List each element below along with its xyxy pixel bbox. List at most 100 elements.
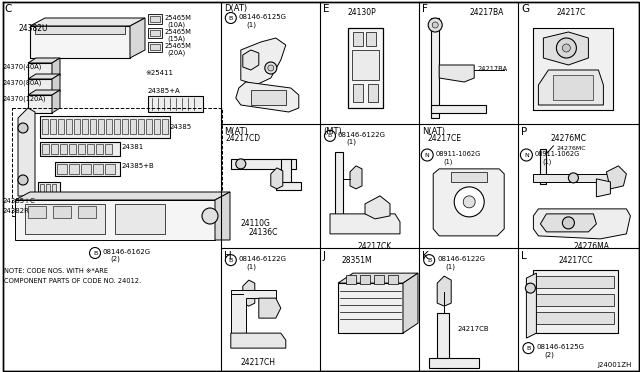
Text: B: B bbox=[328, 134, 332, 138]
Bar bbox=[96, 144, 103, 154]
Polygon shape bbox=[259, 298, 281, 318]
Bar bbox=[42, 144, 49, 154]
Bar bbox=[82, 119, 88, 134]
Text: 24217CD: 24217CD bbox=[226, 134, 261, 143]
Text: (1): (1) bbox=[543, 158, 552, 164]
Polygon shape bbox=[130, 18, 145, 58]
Text: C: C bbox=[4, 4, 12, 14]
Bar bbox=[78, 144, 85, 154]
Circle shape bbox=[265, 62, 276, 74]
Bar bbox=[231, 159, 296, 169]
Text: (MT): (MT) bbox=[323, 127, 342, 136]
Text: 24130P: 24130P bbox=[348, 8, 377, 17]
Polygon shape bbox=[526, 273, 536, 338]
Text: 24217CB: 24217CB bbox=[457, 326, 489, 332]
Text: 28351M: 28351M bbox=[342, 256, 372, 265]
Text: 08146-6122G: 08146-6122G bbox=[338, 132, 386, 138]
Text: 24382R: 24382R bbox=[3, 208, 30, 214]
Text: N: N bbox=[524, 153, 529, 157]
Bar bbox=[536, 276, 614, 288]
Text: (1): (1) bbox=[346, 139, 356, 145]
Polygon shape bbox=[437, 276, 451, 306]
Bar bbox=[40, 184, 44, 196]
Text: 25465M: 25465M bbox=[165, 29, 192, 35]
Bar bbox=[353, 32, 363, 46]
Polygon shape bbox=[330, 214, 400, 234]
Text: 24217CC: 24217CC bbox=[558, 256, 593, 265]
Bar bbox=[105, 144, 112, 154]
Bar bbox=[533, 28, 613, 110]
Bar bbox=[138, 119, 144, 134]
Circle shape bbox=[421, 149, 433, 161]
Text: COMPONENT PARTS OF CODE NO. 24012.: COMPONENT PARTS OF CODE NO. 24012. bbox=[4, 278, 141, 284]
Bar bbox=[162, 119, 168, 134]
Bar bbox=[40, 116, 170, 138]
Bar bbox=[437, 313, 449, 368]
Text: 24217BA: 24217BA bbox=[477, 66, 508, 72]
Bar bbox=[90, 119, 96, 134]
Bar bbox=[148, 96, 203, 112]
Bar bbox=[366, 32, 376, 46]
Text: 08911-1062G: 08911-1062G bbox=[435, 151, 481, 157]
Bar bbox=[69, 164, 79, 174]
Text: 24370(40A): 24370(40A) bbox=[3, 63, 42, 70]
Circle shape bbox=[568, 173, 579, 183]
Polygon shape bbox=[231, 333, 286, 348]
Bar bbox=[42, 119, 48, 134]
Polygon shape bbox=[403, 273, 418, 333]
Bar bbox=[114, 119, 120, 134]
Bar bbox=[338, 283, 403, 333]
Text: (1): (1) bbox=[247, 21, 257, 28]
Text: (1): (1) bbox=[445, 263, 455, 270]
Bar bbox=[66, 119, 72, 134]
Text: (2): (2) bbox=[545, 351, 554, 357]
Circle shape bbox=[202, 208, 218, 224]
Polygon shape bbox=[236, 82, 299, 112]
Bar bbox=[28, 95, 52, 113]
Text: 08146-6122G: 08146-6122G bbox=[437, 256, 485, 262]
Bar bbox=[360, 275, 370, 284]
Bar bbox=[554, 75, 593, 100]
Bar bbox=[55, 162, 120, 176]
Bar bbox=[53, 206, 71, 218]
Text: 08146-6125G: 08146-6125G bbox=[239, 14, 287, 20]
Bar bbox=[388, 275, 398, 284]
Bar bbox=[335, 152, 343, 222]
Bar bbox=[540, 149, 547, 184]
Text: 25465M: 25465M bbox=[165, 43, 192, 49]
Text: 24385+A: 24385+A bbox=[148, 88, 180, 94]
Text: 24276MA: 24276MA bbox=[573, 242, 609, 251]
Polygon shape bbox=[350, 166, 362, 189]
Text: 24217C: 24217C bbox=[556, 8, 586, 17]
Text: 24217CK: 24217CK bbox=[358, 242, 392, 251]
Bar bbox=[536, 312, 614, 324]
Bar bbox=[150, 16, 160, 22]
Bar bbox=[353, 84, 363, 102]
Text: 24217BA: 24217BA bbox=[469, 8, 504, 17]
Polygon shape bbox=[543, 32, 588, 65]
Circle shape bbox=[463, 196, 475, 208]
Bar bbox=[57, 164, 67, 174]
Polygon shape bbox=[243, 280, 255, 306]
Polygon shape bbox=[52, 74, 60, 97]
Text: N(AT): N(AT) bbox=[422, 127, 445, 136]
Circle shape bbox=[324, 130, 335, 141]
Bar bbox=[154, 119, 160, 134]
Circle shape bbox=[268, 65, 274, 71]
Polygon shape bbox=[215, 192, 230, 240]
Text: 24385+C: 24385+C bbox=[3, 198, 36, 204]
Polygon shape bbox=[365, 196, 390, 219]
Circle shape bbox=[18, 123, 28, 133]
Bar bbox=[25, 204, 105, 234]
Text: B: B bbox=[526, 346, 531, 351]
Text: 08146-6162G: 08146-6162G bbox=[102, 249, 150, 255]
Bar bbox=[150, 44, 160, 50]
Text: 08911-1062G: 08911-1062G bbox=[534, 151, 580, 157]
Bar bbox=[352, 50, 379, 80]
Polygon shape bbox=[596, 179, 611, 197]
Bar bbox=[122, 119, 128, 134]
Text: 08146-6122G: 08146-6122G bbox=[239, 256, 287, 262]
Polygon shape bbox=[231, 290, 276, 336]
Polygon shape bbox=[28, 74, 60, 79]
Polygon shape bbox=[533, 28, 613, 110]
